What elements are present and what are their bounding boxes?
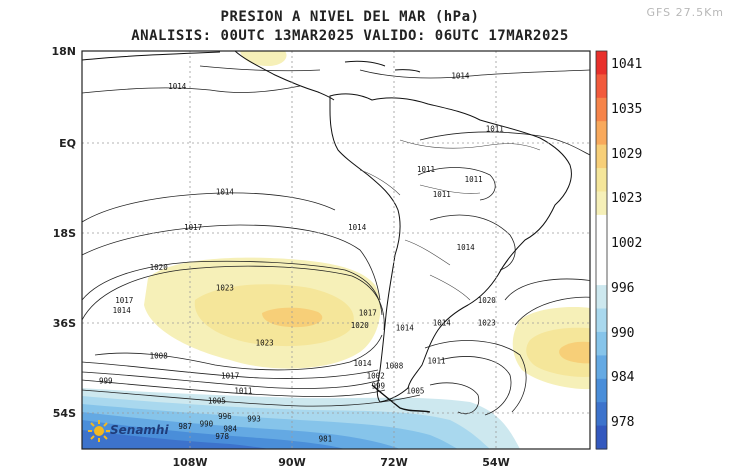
colorbar-swatch [596,74,607,99]
colorbar-swatch [596,355,607,380]
tierra-del-fuego [371,384,431,413]
colorbar-label: 1029 [611,146,643,162]
isobar-label: 1017 [115,296,133,305]
isobar-label: 1014 [451,72,470,81]
lon-label-90w: 90W [278,456,306,469]
colorbar-swatch [596,425,607,450]
isobar-label: 987 [178,422,192,431]
high-pressure-atlantic-core [559,341,590,364]
isobar-label: 1014 [396,324,415,333]
colorbar-label: 1002 [611,236,643,251]
isobar-label: 993 [247,414,261,423]
isobar-label: 1014 [168,82,187,91]
isobar-label: 1008 [150,351,169,360]
isobar-label: 1020 [351,321,370,330]
isobar-label: 999 [372,382,386,391]
isobar-label: 1011 [234,387,252,396]
isobar-label: 1017 [221,372,239,381]
isobar-label: 1014 [353,359,372,368]
isobar-label: 1011 [433,190,451,199]
colorbar-label: 984 [611,370,635,386]
isobar-label: 1008 [385,361,404,370]
colorbar-label: 1035 [611,101,643,117]
lat-label-54s: 54S [52,407,76,420]
colorbar-swatch [596,121,607,146]
isobar-label: 1017 [359,309,377,318]
lon-label-72w: 72W [380,456,408,469]
andes-borders [359,169,471,301]
central-america-coast [234,51,335,101]
colorbar-label: 1023 [611,191,643,207]
isobar-label: 1020 [150,263,169,272]
isobar-label: 1011 [465,175,483,184]
isobar-label: 981 [319,434,333,443]
map-grid [82,51,590,449]
isobar-label: 1014 [348,223,367,232]
chart-title: PRESION A NIVEL DEL MAR (hPa) [220,9,480,25]
colorbar-label: 1041 [611,57,643,72]
isobar-label: 1005 [208,397,226,406]
isobars [82,65,590,416]
map-background [82,51,590,449]
colorbar-swatch [596,285,607,310]
colorbar-swatch [596,402,607,427]
senamhi-logo: Senamhi [88,418,180,444]
isobar-label: 1011 [486,125,504,134]
lat-label-eq: EQ [59,137,76,150]
isobar-label: 1014 [216,188,235,197]
model-label: GFS 27.5Km [646,6,724,19]
lat-label-18n: 18N [51,45,76,58]
map-frame [81,50,591,450]
colorbar-swatch [596,378,607,403]
mexico-coast [82,51,221,61]
south-america-coast [329,93,572,403]
colorbar-swatch [596,308,607,333]
colorbar-swatch [596,214,607,239]
isobar-label: 1005 [406,387,424,396]
colorbar-frame [595,50,608,450]
colorbar-label: 996 [611,280,635,296]
colorbar-label: 990 [611,325,635,341]
brand-text: Senamhi [110,423,169,437]
isobar-label: 1011 [427,356,445,365]
isobar-label: 978 [215,432,229,441]
isobar-label: 999 [99,377,113,386]
lon-label-54w: 54W [482,456,510,469]
isobar-label: 1014 [433,319,452,328]
isobar-label: 996 [218,412,232,421]
low-pressure-belt-6 [82,430,270,449]
high-pressure-atlantic-mid [526,327,590,377]
isobar-label: 1017 [184,223,202,232]
colorbar-swatch [596,238,607,263]
colorbar [595,50,608,450]
isobar-label: 1011 [417,165,435,174]
colorbar-swatch [596,97,607,122]
isobar-label: 1002 [367,372,385,381]
isobar-label: 990 [200,419,214,428]
lat-label-36s: 36S [52,317,76,330]
colorbar-swatch [596,51,607,75]
sun-icon [88,420,110,442]
isobar-label: 1020 [478,296,497,305]
colorbar-swatch [596,331,607,356]
caribbean-islands [344,60,421,73]
isobar-label: 1014 [457,243,476,252]
colorbar-label: 978 [611,415,635,430]
isobar-label: 1023 [256,339,274,348]
lon-label-108w: 108W [172,456,208,469]
colorbar-swatch [596,168,607,193]
isobar-label: 984 [223,424,237,433]
amazon-rivers [399,139,541,194]
colorbar-swatch [596,191,607,216]
isobar-label: 1014 [113,306,132,315]
coastlines [82,51,572,413]
isobar-label: 1023 [216,283,234,292]
colorbar-swatch [596,144,607,169]
chart-subtitle: ANALISIS: 00UTC 13MAR2025 VALIDO: 06UTC … [131,28,569,44]
lat-label-18s: 18S [52,227,76,240]
colorbar-swatch [596,261,607,286]
isobar-label: 1023 [478,319,496,328]
